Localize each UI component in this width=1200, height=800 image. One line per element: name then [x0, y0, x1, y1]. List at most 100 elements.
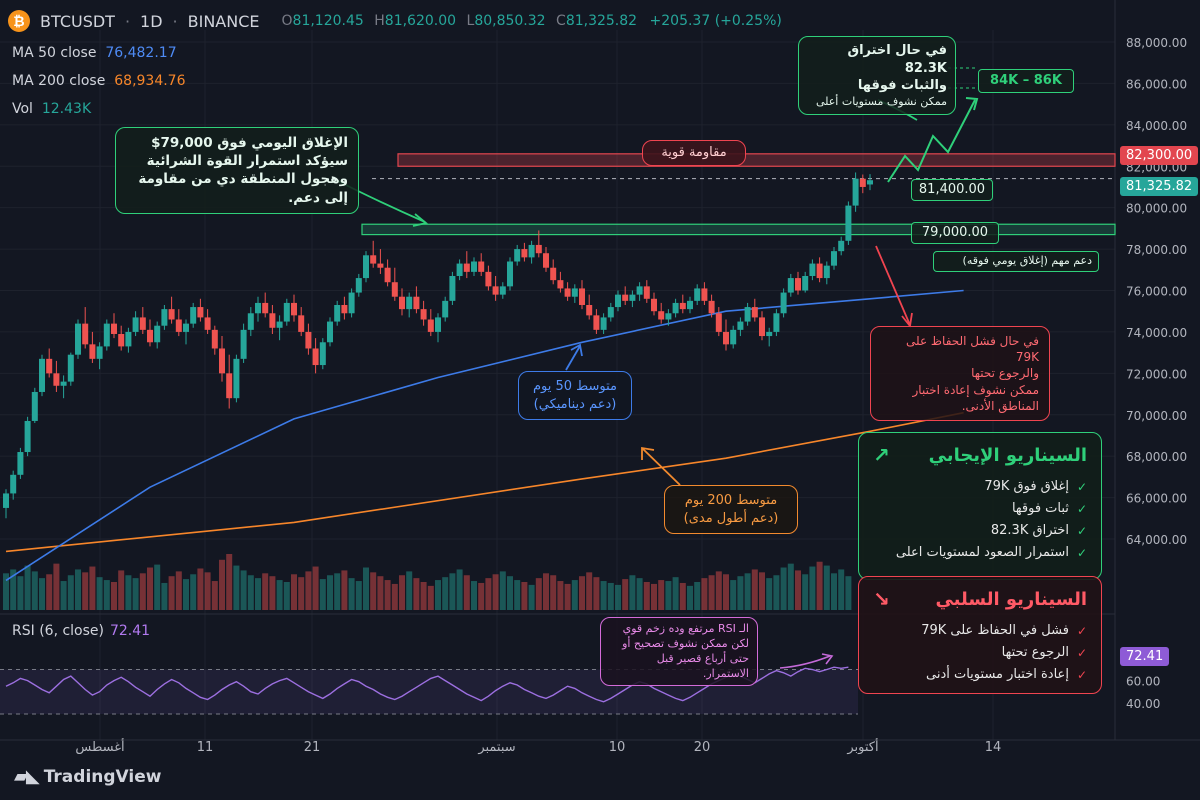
volume-bar [679, 582, 686, 610]
volume-bar [787, 563, 794, 610]
resistance-zone [397, 153, 1116, 167]
candle-body [852, 178, 859, 206]
arrow-ma50 [565, 345, 581, 371]
volume-bar [593, 577, 600, 610]
volume-bar [535, 578, 542, 610]
candle-body [154, 325, 161, 343]
arrowhead-daily-close [412, 213, 428, 227]
list-item-text: الرجوع تحتها [1001, 645, 1069, 660]
rsi-tick-label: 60.00 [1126, 675, 1160, 689]
price-tick-label: 70,000.00 [1126, 409, 1187, 423]
volume-bar [298, 577, 305, 610]
low-value: 80,850.32 [474, 13, 546, 29]
breakout-line-2: والثبات فوقها [857, 78, 947, 94]
candle-body [543, 253, 549, 268]
volume-bar [219, 559, 225, 610]
candle-body [672, 302, 679, 314]
candle-body [334, 304, 341, 322]
candle-body [730, 329, 737, 345]
volume-bar [103, 580, 110, 610]
volume-legend[interactable]: Vol 12.43K [12, 101, 91, 117]
volume-label: Vol [12, 101, 33, 117]
symbol-label[interactable]: BTCUSDT [40, 11, 115, 31]
ma50-label: MA 50 close [12, 45, 97, 61]
price-tick-label: 76,000.00 [1126, 285, 1187, 299]
volume-bar [694, 582, 701, 610]
candle-body [463, 263, 470, 272]
volume-bar [557, 581, 564, 610]
ma200-callout-line-2: (دعم أطول مدى) [683, 510, 779, 526]
candle-body [262, 302, 269, 314]
candle-body [478, 261, 485, 272]
rsi-note-line-2: لكن ممكن نشوف تصحيح أو [622, 636, 749, 650]
time-tick-label: 20 [694, 740, 711, 755]
check-icon: ✓ [1076, 523, 1087, 538]
volume-bar [463, 575, 470, 610]
candle-body [60, 381, 67, 386]
candle-body [31, 391, 38, 421]
time-tick-label: أغسطس [75, 738, 124, 755]
volume-bar [226, 554, 233, 610]
header-separator: · [124, 11, 131, 31]
volume-bar [643, 582, 650, 610]
candle-body [255, 302, 261, 314]
negative-scenario-list: ✓ فشل في الحفاظ على 79K ✓ الرجوع تحتها ✓ إع… [873, 623, 1087, 682]
interval-label[interactable]: 1D [140, 11, 163, 31]
candle-body [319, 342, 326, 366]
price-tick-label: 80,000.00 [1126, 202, 1187, 216]
candle-body [643, 286, 650, 299]
price-tick-label: 86,000.00 [1126, 77, 1187, 91]
projection-arrowhead [965, 97, 979, 111]
volume-bar [730, 580, 737, 610]
tradingview-logo[interactable]: ▰◣ TradingView [14, 766, 161, 787]
positive-scenario-panel: السيناريو الإيجابي ↗ ✓ إغلاق فوق 79K ✓ ثبا… [858, 432, 1102, 580]
volume-bar [759, 572, 765, 610]
candle-body [586, 304, 593, 316]
candle-body [766, 331, 773, 337]
volume-bar [629, 575, 636, 610]
support-zone [361, 223, 1116, 236]
candle-body [607, 307, 614, 318]
ma50-legend[interactable]: MA 50 close 76,482.17 [12, 45, 177, 61]
volume-bar [334, 573, 341, 610]
candle-body [557, 280, 564, 289]
volume-bar [139, 573, 146, 610]
rsi-value-tag: 72.41 [1120, 647, 1170, 666]
volume-bar [17, 576, 24, 610]
candle-body [831, 251, 837, 266]
ma50-callout-line-1: متوسط 50 يوم [532, 379, 618, 394]
rsi-legend[interactable]: RSI (6, close) 72.41 [12, 623, 150, 639]
volume-bar [319, 579, 326, 610]
candle-body [355, 278, 362, 293]
check-icon: ✓ [1076, 667, 1087, 682]
rsi-callout: الـ RSI مرتفع وده زخم قوي لكن ممكن نشوف … [600, 617, 758, 687]
candle-body [3, 493, 9, 508]
candle-body [658, 311, 665, 320]
volume-bar [564, 583, 571, 610]
volume-bar [766, 578, 773, 610]
last-price-tag: 81,325.82 [1120, 177, 1199, 196]
candle-body [823, 265, 830, 279]
candle-body [175, 319, 182, 332]
volume-bar [802, 574, 809, 610]
time-tick-label: أكتوبر [846, 738, 878, 755]
ma200-legend[interactable]: MA 200 close 68,934.76 [12, 73, 186, 89]
volume-bar [406, 571, 413, 610]
check-icon: ✓ [1076, 623, 1087, 638]
candle-body [96, 346, 103, 359]
volume-bar [31, 571, 38, 610]
last-price-text: 81,325.82 [1126, 179, 1193, 194]
rsi-tick-label: 40.00 [1126, 697, 1160, 711]
candle-body [17, 452, 24, 475]
rsi-note-line-1: الـ RSI مرتفع وده زخم قوي [622, 622, 749, 635]
rsi-note-line-3: حتى أرباع قصير قبل الاستمرار. [656, 651, 749, 680]
candle-body [312, 348, 319, 366]
candle-body [593, 315, 600, 330]
volume-bar [291, 574, 297, 610]
arrow-fail [875, 245, 911, 326]
candle-body [449, 276, 456, 301]
candle-body [521, 249, 528, 258]
volume-bar [327, 575, 333, 610]
check-icon: ✓ [1076, 645, 1087, 660]
volume-bar [262, 573, 269, 610]
